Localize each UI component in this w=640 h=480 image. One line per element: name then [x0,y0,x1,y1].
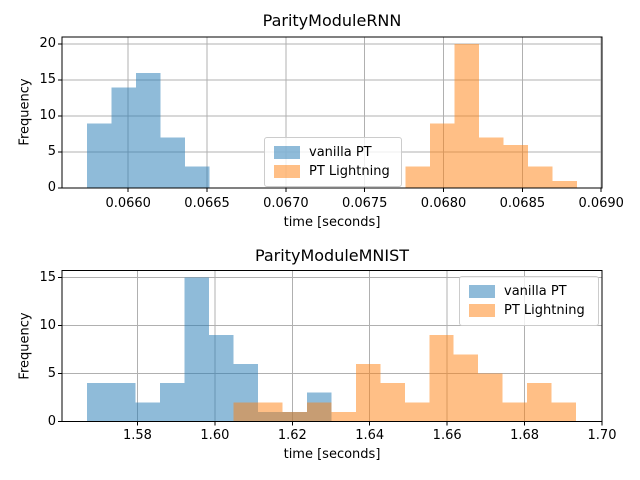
histogram-bar-pt-lightning [551,402,577,422]
histogram-bar-pt-lightning [478,373,503,422]
histogram-bar-pt-lightning [355,363,381,422]
histogram-bar-pt-lightning [527,383,552,422]
histogram-bar-pt-lightning [380,383,405,422]
legend-color-patch [274,165,300,178]
legend-color-patch [469,285,495,298]
histogram-bar-vanilla-pt [111,383,136,422]
plot2-legend: vanilla PT PT Lightning [459,276,599,326]
x-tick-label: 1.68 [510,428,540,443]
histogram-bar-pt-lightning [478,137,504,188]
x-tick-label: 0.0690 [578,196,624,211]
plot2-title: ParityModuleMNIST [254,246,410,265]
histogram-bar-pt-lightning [429,335,454,422]
legend-item-label: vanilla PT [309,145,372,160]
axes-spines [61,36,603,189]
x-tick-label: 1.64 [355,428,385,443]
histogram-bar-vanilla-pt [111,87,136,188]
x-tick-label: 0.0680 [420,196,467,211]
plot1-xaxis-label: time [seconds] [283,215,381,230]
x-tick-label: 0.0685 [499,196,546,211]
legend-color-patch [469,304,495,317]
histogram-bar-pt-lightning [503,144,528,188]
y-tick-label: 5 [47,144,56,160]
plot1-title: ParityModuleRNN [262,11,402,30]
y-tick-label: 5 [47,365,56,381]
y-tick-label: 0 [47,413,56,429]
x-tick-label: 1.66 [432,428,462,443]
legend-item-pt-lightning: PT Lightning [274,162,393,181]
y-tick-label: 10 [39,317,56,333]
histogram-bar-vanilla-pt [160,137,185,188]
plot2-xaxis-label: time [seconds] [283,447,381,462]
x-tick-label: 0.0675 [341,196,388,211]
histogram-bar-vanilla-pt [209,335,234,422]
histogram-bar-pt-lightning [453,354,479,422]
histogram-bar-pt-lightning [306,402,332,422]
histogram-bar-pt-lightning [331,411,356,422]
histogram-bar-vanilla-pt [184,166,210,188]
y-tick-label: 15 [39,269,56,285]
histogram-bar-vanilla-pt [135,402,161,422]
x-tick-label: 0.0660 [105,196,151,211]
legend-item-vanilla-pt: vanilla PT [274,143,393,162]
legend-item-label: vanilla PT [504,284,567,299]
histogram-bar-pt-lightning [233,402,259,422]
y-tick-label: 20 [39,36,56,52]
histogram-bar-pt-lightning [454,44,479,188]
plot1-legend: vanilla PT PT Lightning [264,137,402,187]
legend-item-label: PT Lightning [504,303,585,318]
x-tick-label: 1.58 [122,428,152,443]
histogram-bar-pt-lightning [282,411,307,422]
histogram-bar-vanilla-pt [86,383,112,422]
legend-item-vanilla-pt: vanilla PT [469,282,590,301]
legend-color-patch [274,146,300,159]
x-tick-label: 1.70 [587,428,617,443]
histogram-bar-pt-lightning [527,166,553,188]
x-tick-label: 1.60 [200,428,230,443]
histogram-bar-pt-lightning [404,402,430,422]
histogram-bar-vanilla-pt [160,383,185,422]
histogram-bar-pt-lightning [552,180,577,188]
x-tick-label: 1.62 [277,428,307,443]
axes-spines [61,270,603,422]
legend-item-label: PT Lightning [309,164,390,179]
x-tick-label: 0.0665 [184,196,230,211]
histogram-bar-vanilla-pt [86,123,112,188]
y-tick-label: 10 [39,108,56,124]
histogram-bar-pt-lightning [258,402,283,422]
histogram-bar-pt-lightning [502,402,528,422]
histogram-bar-vanilla-pt [135,72,161,188]
histogram-bar-vanilla-pt [184,277,210,422]
histogram-bar-pt-lightning [405,166,430,188]
y-tick-label: 15 [39,72,56,88]
x-tick-label: 0.0670 [263,196,309,211]
legend-item-pt-lightning: PT Lightning [469,301,590,320]
histogram-bar-pt-lightning [429,123,455,188]
y-tick-label: 0 [47,180,56,195]
